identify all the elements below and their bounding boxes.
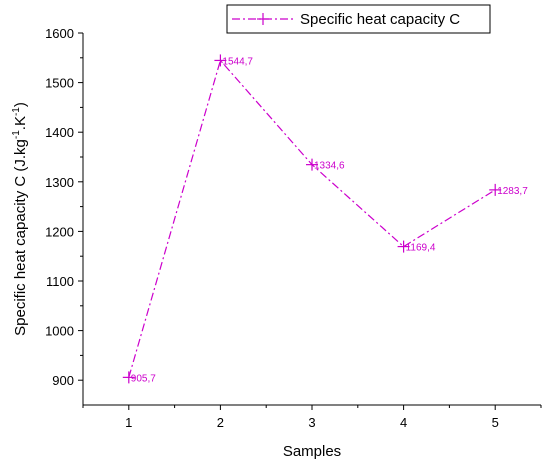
- y-axis-title-part: Specific heat capacity C (J.kg: [12, 139, 29, 336]
- y-tick-label: 1400: [45, 125, 74, 140]
- x-tick-label: 2: [217, 415, 224, 430]
- x-tick-label: 4: [400, 415, 407, 430]
- data-point-marker: [397, 240, 410, 253]
- y-tick-label: 1600: [45, 26, 74, 41]
- y-tick-label: 1000: [45, 324, 74, 339]
- series-line: [128, 59, 496, 378]
- legend: Specific heat capacity C: [226, 4, 491, 34]
- legend-marker: [257, 13, 269, 25]
- series-layer: 905,7 1544,7 1334,6 1169,4 1283,7: [122, 54, 528, 384]
- legend-label: Specific heat capacity C: [300, 11, 460, 28]
- y-tick-label: 900: [52, 373, 74, 388]
- y-ticks: 900 1000 1100 1200 1300 1400 1500 1600: [45, 26, 83, 388]
- y-tick-label: 1200: [45, 224, 74, 239]
- data-label: 1283,7: [497, 186, 528, 197]
- data-point-marker: [489, 183, 502, 196]
- x-tick-label: 3: [308, 415, 315, 430]
- data-label: 1169,4: [406, 243, 436, 254]
- data-label: 905,7: [131, 373, 156, 384]
- plot-area: [82, 33, 541, 406]
- y-tick-label: 1300: [45, 175, 74, 190]
- data-point-marker: [122, 371, 135, 384]
- y-axis-title-part: .K: [12, 116, 29, 130]
- data-point-marker: [306, 158, 318, 171]
- y-tick-label: 1100: [46, 274, 74, 289]
- data-label: 1334,6: [314, 161, 345, 172]
- x-axis-title: Samples: [283, 443, 341, 460]
- data-label: 1544,7: [222, 56, 253, 67]
- x-ticks: 1 2 3 4 5: [82, 405, 542, 430]
- y-axis-title-superscript: -1: [11, 130, 22, 139]
- y-tick-label: 1500: [45, 76, 74, 91]
- y-axis-title-part: ): [12, 102, 29, 107]
- data-point-marker: [214, 54, 227, 67]
- y-axis-title-superscript: -1: [11, 107, 22, 116]
- y-axis-title: Specific heat capacity C (J.kg-1.K-1): [11, 102, 29, 336]
- x-tick-label: 1: [125, 415, 132, 430]
- x-tick-label: 5: [492, 415, 499, 430]
